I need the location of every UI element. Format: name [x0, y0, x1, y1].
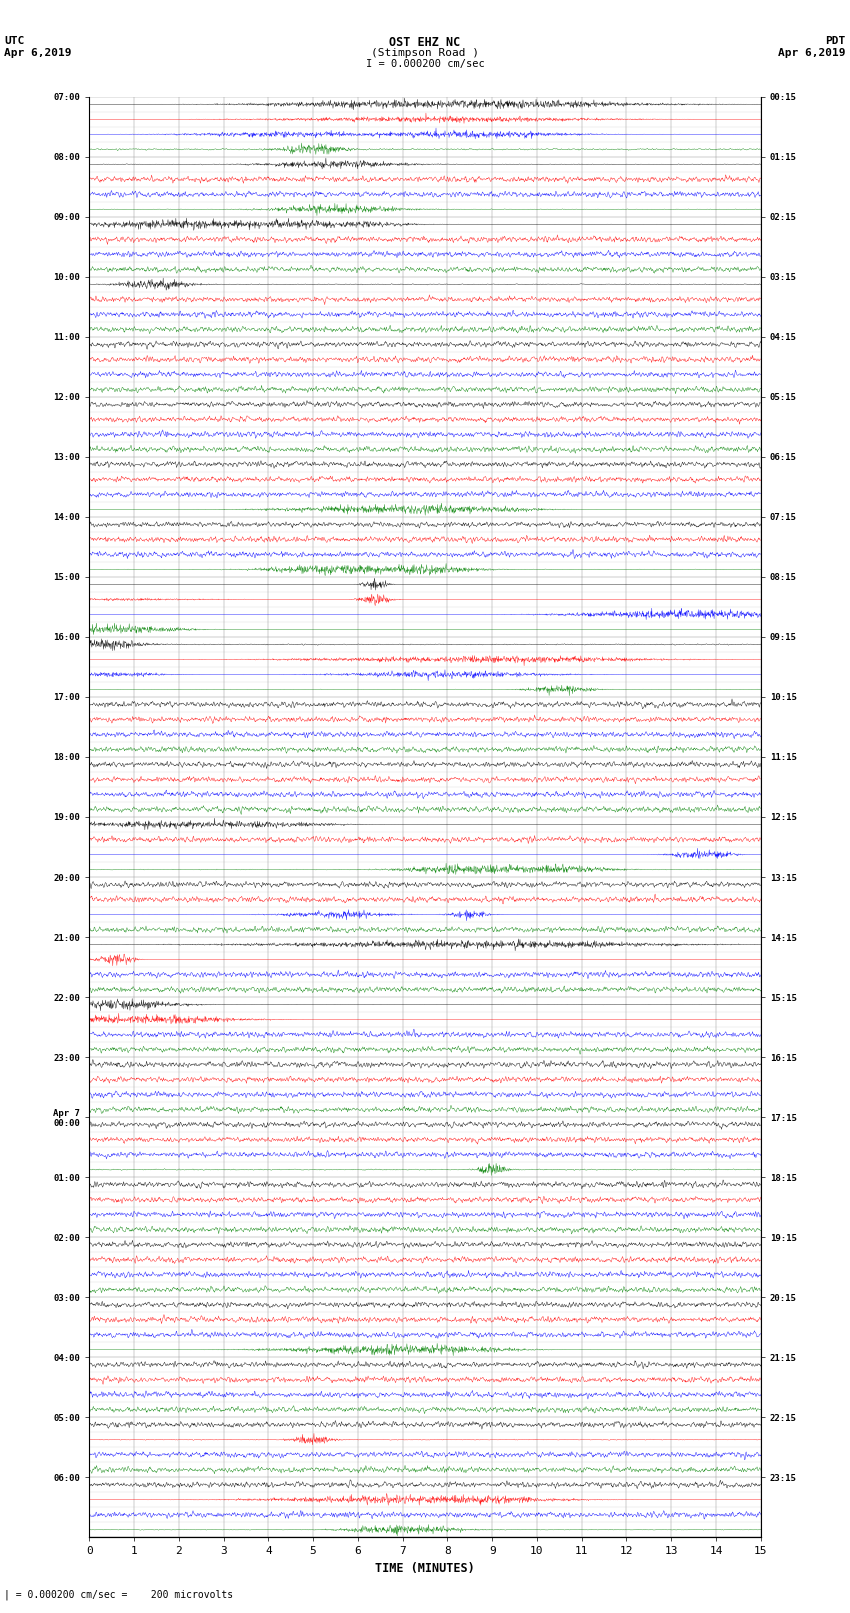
Text: | = 0.000200 cm/sec =    200 microvolts: | = 0.000200 cm/sec = 200 microvolts [4, 1589, 234, 1600]
Text: I = 0.000200 cm/sec: I = 0.000200 cm/sec [366, 58, 484, 69]
X-axis label: TIME (MINUTES): TIME (MINUTES) [375, 1561, 475, 1574]
Text: Apr 6,2019: Apr 6,2019 [779, 47, 846, 58]
Text: PDT: PDT [825, 37, 846, 47]
Text: Apr 6,2019: Apr 6,2019 [4, 47, 71, 58]
Text: (Stimpson Road ): (Stimpson Road ) [371, 47, 479, 58]
Text: UTC: UTC [4, 37, 25, 47]
Text: OST EHZ NC: OST EHZ NC [389, 37, 461, 50]
